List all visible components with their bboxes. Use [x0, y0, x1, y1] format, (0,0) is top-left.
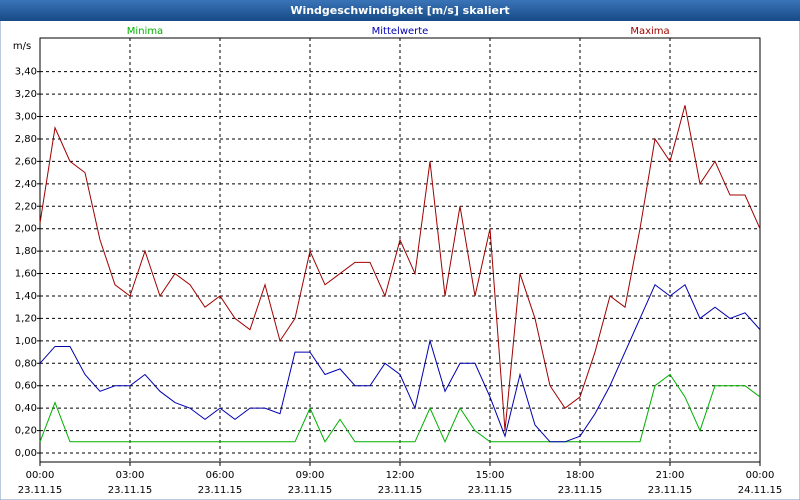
- x-tick-label: 03:00: [116, 470, 145, 481]
- y-tick-label: 3,40: [15, 67, 37, 78]
- x-tick-date: 23.11.15: [288, 485, 333, 496]
- x-tick-label: 18:00: [566, 470, 595, 481]
- y-tick-label: 0,20: [15, 426, 37, 437]
- x-tick-date: 23.11.15: [108, 485, 153, 496]
- y-tick-label: 2,80: [15, 134, 37, 145]
- series-line: [39, 283, 761, 443]
- x-tick-label: 09:00: [296, 470, 325, 481]
- x-tick-label: 21:00: [656, 470, 685, 481]
- y-tick-label: 1,20: [15, 313, 37, 324]
- chart-title: Windgeschwindigkeit [m/s] skaliert: [290, 4, 509, 17]
- legend-entry: Maxima: [630, 26, 669, 37]
- series-line: [39, 373, 761, 444]
- x-tick-label: 00:00: [746, 470, 775, 481]
- y-tick-label: 3,20: [15, 89, 37, 100]
- y-tick-label: 3,00: [15, 112, 37, 123]
- x-tick-label: 06:00: [206, 470, 235, 481]
- x-tick-date: 23.11.15: [198, 485, 243, 496]
- y-tick-label: 2,20: [15, 201, 37, 212]
- x-tick-label: 00:00: [26, 470, 55, 481]
- x-tick-date: 23.11.15: [648, 485, 693, 496]
- y-tick-label: 0,60: [15, 381, 37, 392]
- y-tick-label: 1,60: [15, 269, 37, 280]
- title-bar: [0, 0, 800, 21]
- y-tick-label: 1,00: [15, 336, 37, 347]
- x-tick-date: 24.11.15: [738, 485, 783, 496]
- x-tick-label: 15:00: [476, 470, 505, 481]
- x-tick-date: 23.11.15: [18, 485, 63, 496]
- y-tick-label: 2,60: [15, 156, 37, 167]
- y-axis-unit: m/s: [13, 41, 31, 52]
- y-tick-label: 2,00: [15, 224, 37, 235]
- y-tick-label: 1,80: [15, 246, 37, 257]
- y-tick-label: 0,40: [15, 403, 37, 414]
- x-tick-date: 23.11.15: [558, 485, 603, 496]
- x-tick-date: 23.11.15: [378, 485, 423, 496]
- y-tick-label: 2,40: [15, 179, 37, 190]
- y-tick-label: 0,00: [15, 448, 37, 459]
- x-tick-date: 23.11.15: [468, 485, 513, 496]
- series-line: [39, 105, 761, 431]
- y-tick-label: 0,80: [15, 358, 37, 369]
- x-tick-label: 12:00: [386, 470, 415, 481]
- y-tick-label: 1,40: [15, 291, 37, 302]
- legend-entry: Minima: [127, 26, 163, 37]
- legend-entry: Mittelwerte: [372, 26, 429, 37]
